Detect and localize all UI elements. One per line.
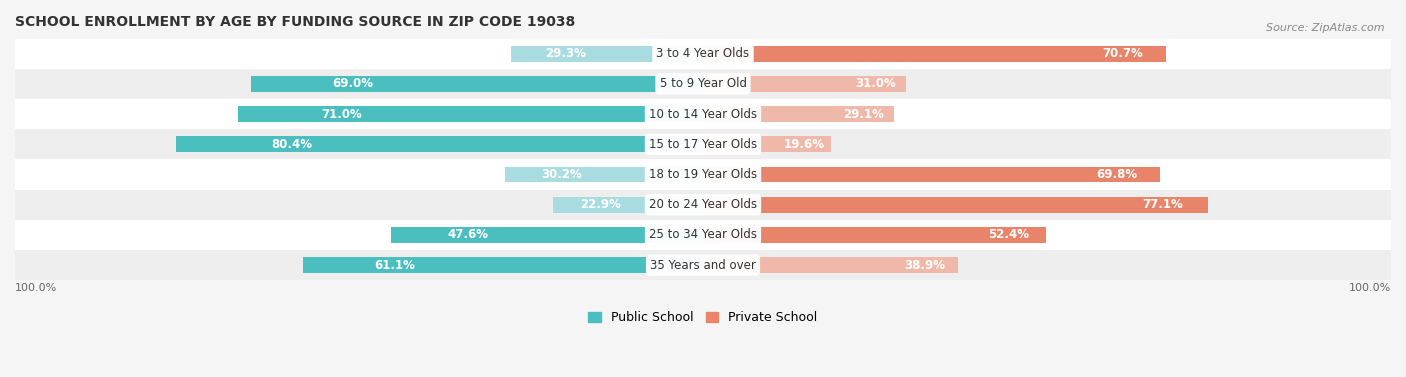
Text: Source: ZipAtlas.com: Source: ZipAtlas.com — [1267, 23, 1385, 33]
Text: 19.6%: 19.6% — [785, 138, 825, 151]
Text: 22.9%: 22.9% — [579, 198, 621, 211]
Bar — [15, 250, 1391, 280]
Bar — [302, 257, 703, 273]
Text: 29.1%: 29.1% — [844, 107, 884, 121]
Text: 20 to 24 Year Olds: 20 to 24 Year Olds — [650, 198, 756, 211]
Bar — [15, 99, 1391, 129]
Text: 69.0%: 69.0% — [332, 77, 373, 90]
Bar — [15, 69, 1391, 99]
Text: 15 to 17 Year Olds: 15 to 17 Year Olds — [650, 138, 756, 151]
Text: SCHOOL ENROLLMENT BY AGE BY FUNDING SOURCE IN ZIP CODE 19038: SCHOOL ENROLLMENT BY AGE BY FUNDING SOUR… — [15, 15, 575, 29]
Bar — [15, 38, 1391, 69]
Bar — [15, 220, 1391, 250]
Bar — [703, 46, 1166, 61]
Text: 31.0%: 31.0% — [855, 77, 896, 90]
Bar — [250, 76, 703, 92]
Text: 100.0%: 100.0% — [15, 283, 58, 293]
Bar — [703, 106, 894, 122]
Text: 52.4%: 52.4% — [988, 228, 1029, 241]
Text: 80.4%: 80.4% — [271, 138, 312, 151]
Bar — [703, 76, 905, 92]
Text: 5 to 9 Year Old: 5 to 9 Year Old — [659, 77, 747, 90]
Bar — [703, 257, 957, 273]
Text: 25 to 34 Year Olds: 25 to 34 Year Olds — [650, 228, 756, 241]
Text: 30.2%: 30.2% — [541, 168, 582, 181]
Legend: Public School, Private School: Public School, Private School — [583, 307, 823, 329]
Text: 61.1%: 61.1% — [375, 259, 416, 272]
Bar — [15, 129, 1391, 159]
Text: 100.0%: 100.0% — [1348, 283, 1391, 293]
Bar — [15, 159, 1391, 190]
Bar — [176, 136, 703, 152]
Bar — [505, 167, 703, 182]
Text: 18 to 19 Year Olds: 18 to 19 Year Olds — [650, 168, 756, 181]
Text: 10 to 14 Year Olds: 10 to 14 Year Olds — [650, 107, 756, 121]
Bar — [391, 227, 703, 243]
Text: 77.1%: 77.1% — [1142, 198, 1182, 211]
Text: 70.7%: 70.7% — [1102, 47, 1143, 60]
Bar — [510, 46, 703, 61]
Text: 47.6%: 47.6% — [447, 228, 488, 241]
Text: 69.8%: 69.8% — [1097, 168, 1137, 181]
Text: 71.0%: 71.0% — [322, 107, 363, 121]
Bar — [703, 227, 1046, 243]
Text: 35 Years and over: 35 Years and over — [650, 259, 756, 272]
Bar — [15, 190, 1391, 220]
Bar — [703, 136, 831, 152]
Text: 3 to 4 Year Olds: 3 to 4 Year Olds — [657, 47, 749, 60]
Bar — [703, 167, 1160, 182]
Bar — [703, 197, 1208, 213]
Text: 29.3%: 29.3% — [546, 47, 586, 60]
Text: 38.9%: 38.9% — [904, 259, 945, 272]
Bar — [238, 106, 703, 122]
Bar — [553, 197, 703, 213]
